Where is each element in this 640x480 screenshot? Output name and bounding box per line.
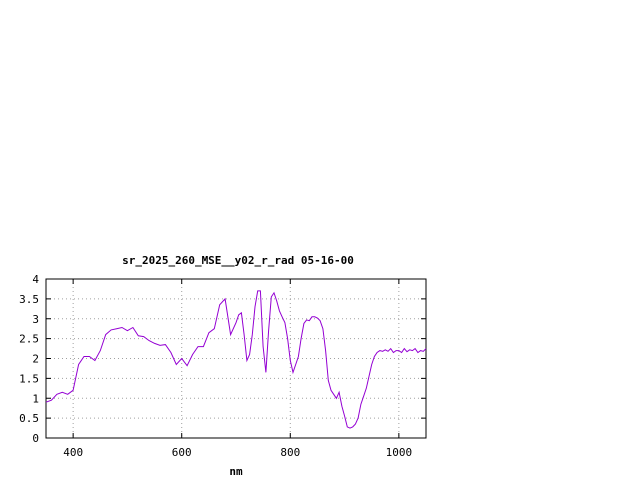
- x-tick-label: 400: [63, 446, 83, 459]
- grid: [46, 279, 426, 438]
- x-tick-label: 600: [172, 446, 192, 459]
- series: [45, 290, 427, 429]
- y-tick-label: 3: [32, 313, 39, 326]
- series-line: [45, 290, 427, 429]
- y-tick-label: 1.5: [19, 372, 39, 385]
- y-tick-label: 4: [32, 273, 39, 286]
- y-tick-label: 2.5: [19, 333, 39, 346]
- ticks: [46, 278, 426, 439]
- y-tick-label: 1: [32, 392, 39, 405]
- x-axis-label: nm: [229, 465, 243, 478]
- y-tick-label: 0.5: [19, 412, 39, 425]
- x-tick-label: 800: [280, 446, 300, 459]
- y-tick-label: 3.5: [19, 293, 39, 306]
- y-tick-label: 2: [32, 353, 39, 366]
- y-tick-label: 0: [32, 432, 39, 445]
- tick-labels: 0 0.5 1 1.5 2 2.5 3 3.5 4 400 600 800 1000: [19, 273, 412, 459]
- chart-title: sr_2025_260_MSE__y02_r_rad 05-16-00: [122, 254, 354, 267]
- x-tick-label: 1000: [386, 446, 413, 459]
